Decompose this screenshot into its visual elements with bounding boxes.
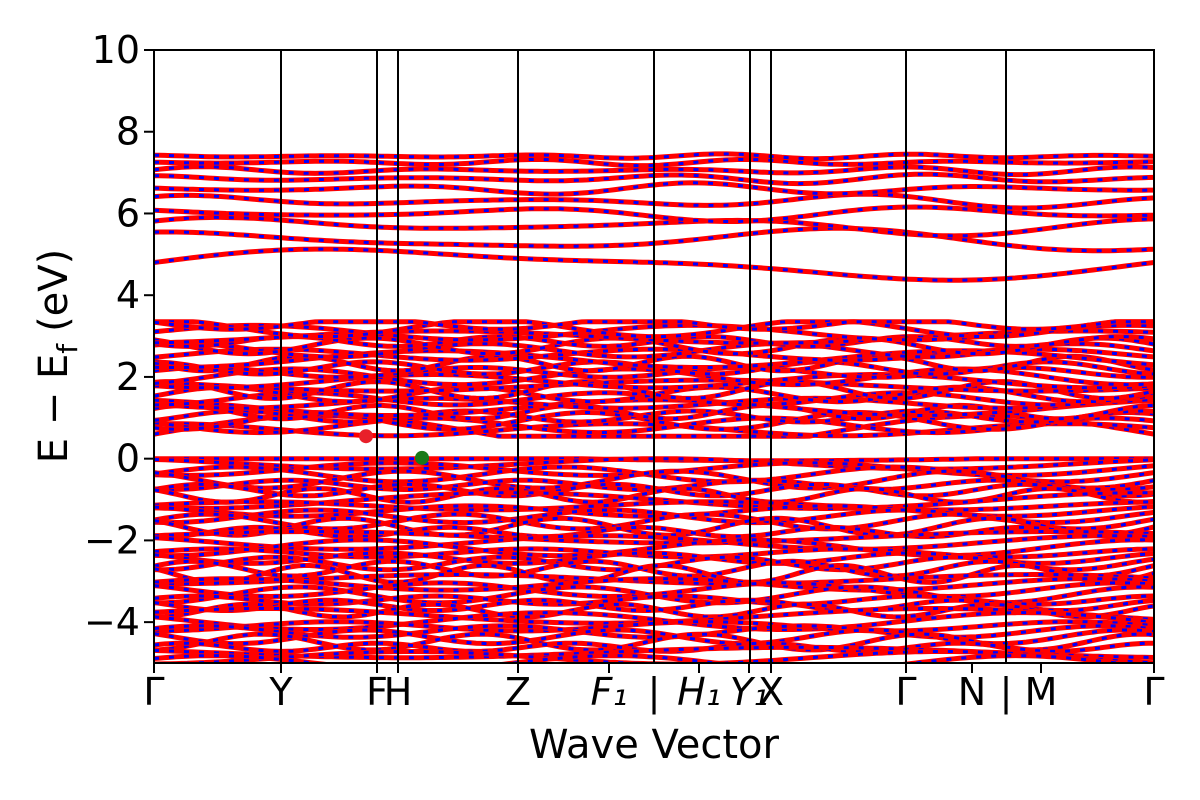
band-line-spin-down xyxy=(154,320,1154,331)
y-tick-label: −2 xyxy=(84,518,140,562)
band-line-spin-down xyxy=(154,530,1154,545)
band-line-spin-down xyxy=(154,577,1154,592)
band-line-spin-down xyxy=(154,342,1154,359)
y-tick-label: 6 xyxy=(116,191,140,235)
band-line-spin-down xyxy=(154,534,1154,551)
y-tick-label: 4 xyxy=(116,273,140,317)
y-tick-label: 2 xyxy=(116,355,140,399)
band-line-spin-down xyxy=(154,585,1154,605)
band-line-spin-down xyxy=(154,157,1154,168)
band-line-spin-down xyxy=(154,478,1154,492)
band-line-spin-down xyxy=(154,215,1154,238)
band-line-spin-down xyxy=(154,504,1154,518)
band-line-spin-down xyxy=(154,598,1154,612)
band-line-spin-down xyxy=(154,465,1154,484)
band-line-spin-down xyxy=(154,551,1154,565)
band-line-spin-down xyxy=(154,500,1154,512)
x-axis-title: Wave Vector xyxy=(529,722,780,768)
y-axis-title-sub: f xyxy=(51,343,84,354)
band-line-spin-down xyxy=(154,323,1154,342)
band-line-spin-down xyxy=(154,367,1154,387)
band-line-spin-down xyxy=(154,409,1154,424)
band-line-spin-down xyxy=(154,336,1154,356)
x-tick-label: H₁ xyxy=(677,670,721,714)
band-line-spin-down xyxy=(154,607,1154,625)
band-line-spin-down xyxy=(154,165,1154,177)
y-tick-label: −4 xyxy=(84,600,140,644)
band-line-spin-down xyxy=(154,555,1154,572)
y-axis-title: E − Ef (eV) xyxy=(31,249,84,464)
band-line-spin-down xyxy=(154,573,1154,586)
band-line-spin-down xyxy=(154,366,1154,379)
high-symmetry-lines xyxy=(280,50,1007,663)
x-tick-label: M xyxy=(1025,670,1058,714)
band-line-spin-down xyxy=(154,525,1154,539)
band-line-spin-down xyxy=(154,559,1154,578)
band-line-spin-down xyxy=(154,396,1154,410)
band-line-spin-down xyxy=(154,378,1154,393)
y-tick-label: 10 xyxy=(92,28,140,72)
band-line-spin-down xyxy=(154,398,1154,417)
y-tick-label: 0 xyxy=(116,437,140,481)
x-tick-label: Y xyxy=(268,670,293,714)
x-tick-label: Γ xyxy=(1143,670,1164,714)
band-line-spin-down xyxy=(154,192,1154,210)
band-line-spin-down xyxy=(154,508,1154,525)
band-line-spin-down xyxy=(154,347,1154,362)
x-tick-label: X xyxy=(758,670,784,714)
band-line-spin-down xyxy=(154,650,1154,663)
band-line-spin-down xyxy=(154,360,1154,376)
band-line-spin-down xyxy=(154,422,1154,438)
band-line-spin-down xyxy=(154,628,1154,646)
band-line-spin-down xyxy=(154,320,1154,339)
band-line-spin-down xyxy=(154,482,1154,498)
band-line-spin-down xyxy=(154,461,1154,477)
x-tick-label: Y₁ xyxy=(730,670,768,714)
x-tick-label: H xyxy=(384,670,413,714)
band-line-spin-down xyxy=(154,611,1154,631)
cbm-marker xyxy=(359,429,373,444)
band-line-spin-down xyxy=(154,152,1154,161)
x-tick-label: | xyxy=(1000,670,1013,715)
y-axis-title-unit: (eV) xyxy=(31,249,77,332)
x-tick-label: Z xyxy=(505,670,531,714)
band-line-spin-down xyxy=(154,547,1154,559)
band-line-spin-down xyxy=(154,373,1154,390)
band-line-spin-down xyxy=(154,457,1154,463)
band-line-spin-down xyxy=(154,641,1154,653)
band-line-spin-down xyxy=(154,602,1154,619)
x-tick-label: | xyxy=(648,670,661,715)
band-line-spin-down xyxy=(154,172,1154,186)
x-tick-label: Γ xyxy=(895,670,916,714)
band-line-spin-down xyxy=(154,516,1154,537)
y-axis: −4 −2 0 2 4 6 8 10 xyxy=(84,28,154,644)
band-line-spin-down xyxy=(154,205,1154,223)
x-tick-label: Γ xyxy=(143,670,164,714)
y-axis-title-main: E − E xyxy=(31,354,77,464)
band-line-spin-down xyxy=(154,581,1154,599)
band-line-spin-down xyxy=(154,538,1154,558)
band-line-spin-down xyxy=(154,620,1154,633)
band-line-spin-down xyxy=(154,181,1154,196)
x-tick-label: F xyxy=(366,670,388,714)
plot-frame xyxy=(153,49,1155,664)
y-tick-label: 8 xyxy=(116,110,140,154)
band-line-spin-down xyxy=(154,416,1154,435)
band-line-spin-down xyxy=(154,247,1154,282)
x-tick-label: F₁ xyxy=(590,670,627,714)
vbm-marker xyxy=(415,450,429,465)
band-line-spin-down xyxy=(154,594,1154,606)
band-line-spin-down xyxy=(154,226,1154,253)
band-edge-markers xyxy=(359,429,429,465)
x-tick-label: N xyxy=(958,670,986,714)
x-axis: Γ Y FH Z F₁ | H₁ Y₁X Γ N | M Γ xyxy=(143,663,1165,715)
